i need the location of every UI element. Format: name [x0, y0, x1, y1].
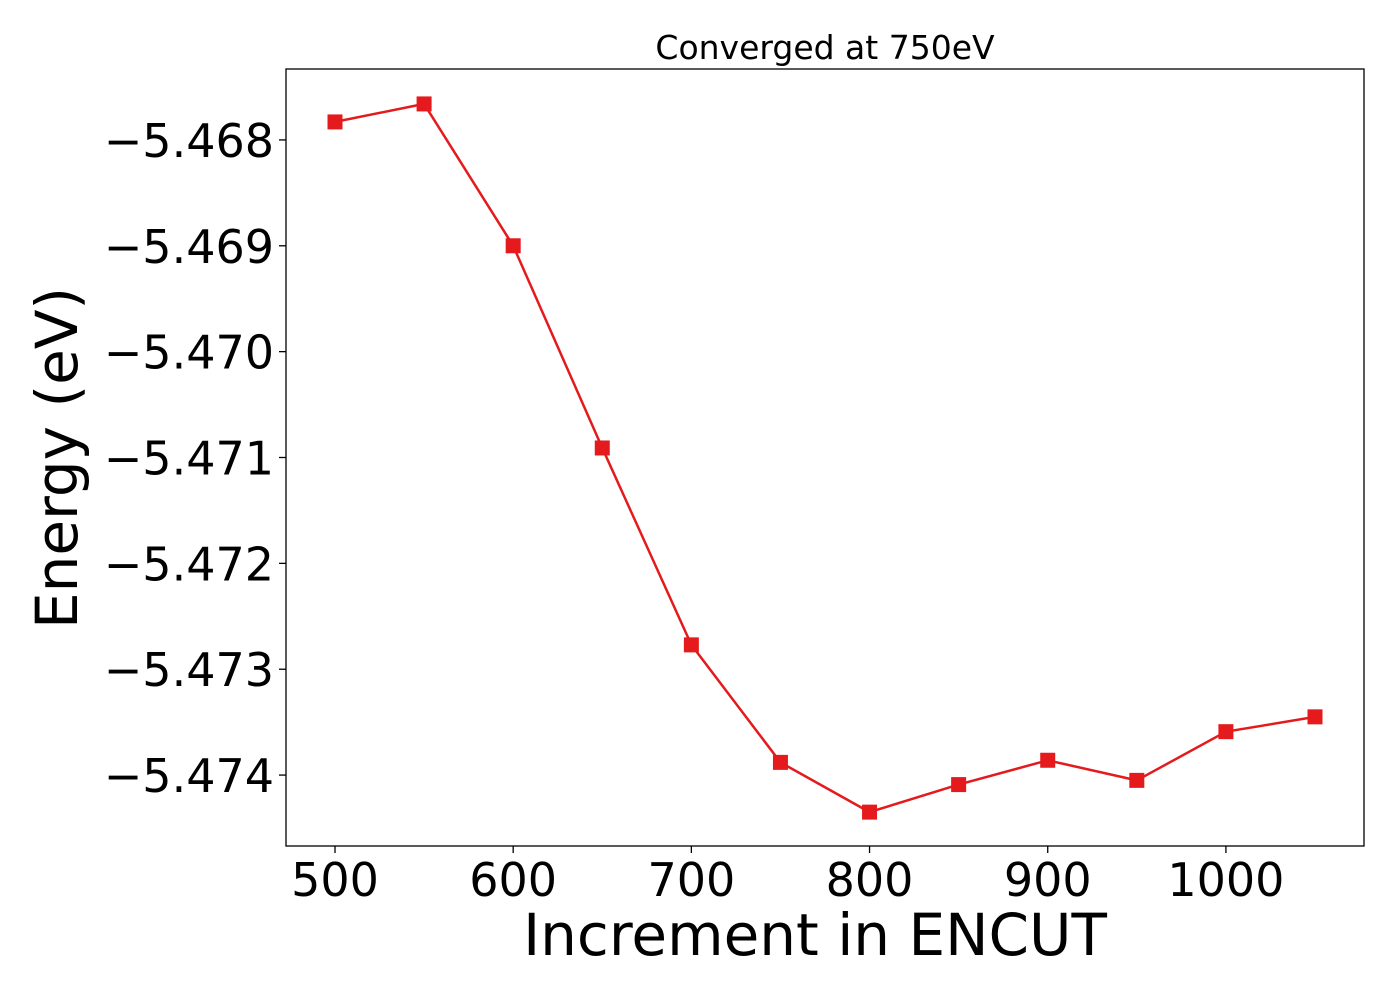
- data-point-marker: [1218, 724, 1234, 740]
- data-point-marker: [594, 440, 610, 456]
- y-axis-label: Energy (eV): [23, 287, 91, 629]
- x-tick-label: 700: [647, 853, 735, 907]
- data-point-marker: [1040, 752, 1056, 768]
- series-line: [334, 102, 1316, 814]
- chart-title: Converged at 750eV: [655, 28, 995, 67]
- data-point-marker: [416, 96, 432, 112]
- y-tick-label: −5.471: [104, 432, 274, 486]
- plot-frame: [285, 68, 1365, 847]
- data-point-marker: [683, 637, 699, 653]
- y-tick-label: −5.473: [104, 643, 274, 697]
- data-point-marker: [951, 777, 967, 793]
- x-tick-label: 500: [291, 853, 379, 907]
- x-axis-label: Increment in ENCUT: [523, 901, 1107, 969]
- y-tick-label: −5.472: [104, 537, 274, 591]
- data-point-marker: [327, 114, 343, 130]
- data-point-marker: [862, 804, 878, 820]
- data-point-marker: [1129, 772, 1145, 788]
- data-point-marker: [772, 754, 788, 770]
- y-tick-label: −5.469: [104, 220, 274, 274]
- x-tick-label: 800: [826, 853, 914, 907]
- y-tick-label: −5.470: [104, 326, 274, 380]
- x-tick-label: 900: [1004, 853, 1092, 907]
- data-point-marker: [1307, 709, 1323, 725]
- y-tick-label: −5.468: [104, 114, 274, 168]
- data-point-marker: [505, 238, 521, 254]
- x-tick-label: 1000: [1167, 853, 1284, 907]
- y-tick-label: −5.474: [104, 749, 274, 803]
- x-tick-label: 600: [469, 853, 557, 907]
